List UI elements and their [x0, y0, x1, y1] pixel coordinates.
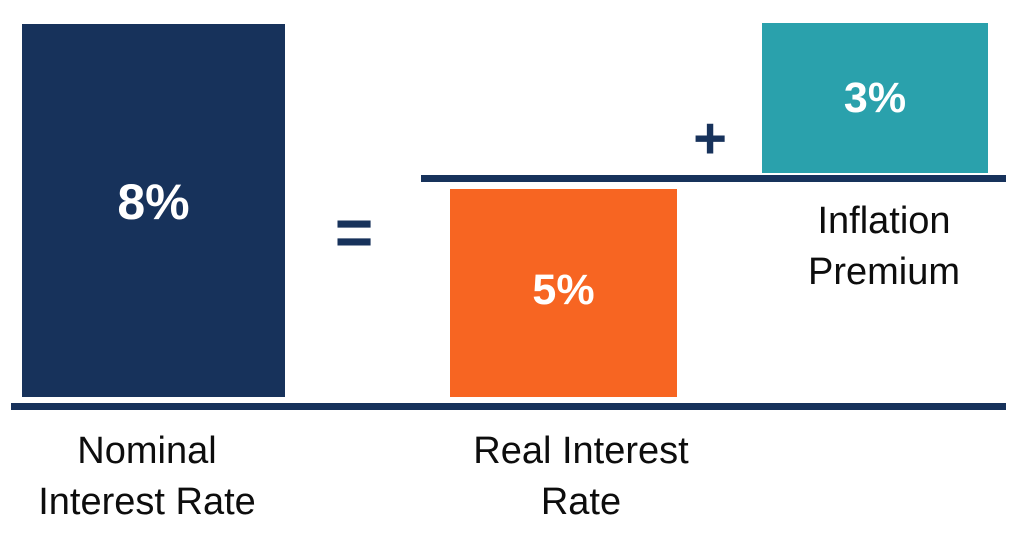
- inflation-label-line2: Premium: [807, 251, 961, 293]
- sum-baseline-rule: [421, 175, 1006, 182]
- real-label-line2: Rate: [540, 481, 622, 523]
- nominal-interest-rate-bar: 8%: [22, 24, 285, 397]
- plus-sign: +: [693, 105, 727, 171]
- nominal-interest-rate-label: Nominal Interest Rate: [22, 426, 272, 528]
- inflation-premium-bar: 3%: [762, 23, 988, 173]
- inflation-premium-value: 3%: [843, 73, 907, 122]
- real-interest-rate-label: Real Interest Rate: [456, 426, 706, 528]
- real-label-line1: Real Interest: [473, 430, 689, 472]
- main-baseline-rule: [11, 403, 1006, 410]
- real-rate-value: 5%: [532, 265, 595, 314]
- nominal-label-line2: Interest Rate: [38, 481, 256, 523]
- inflation-premium-label: Inflation Premium: [759, 196, 1009, 298]
- real-interest-rate-bar: 5%: [450, 189, 677, 397]
- inflation-label-line1: Inflation: [817, 200, 951, 242]
- nominal-label-line1: Nominal: [77, 430, 217, 472]
- equals-sign: =: [334, 195, 374, 269]
- nominal-rate-value: 8%: [117, 173, 190, 230]
